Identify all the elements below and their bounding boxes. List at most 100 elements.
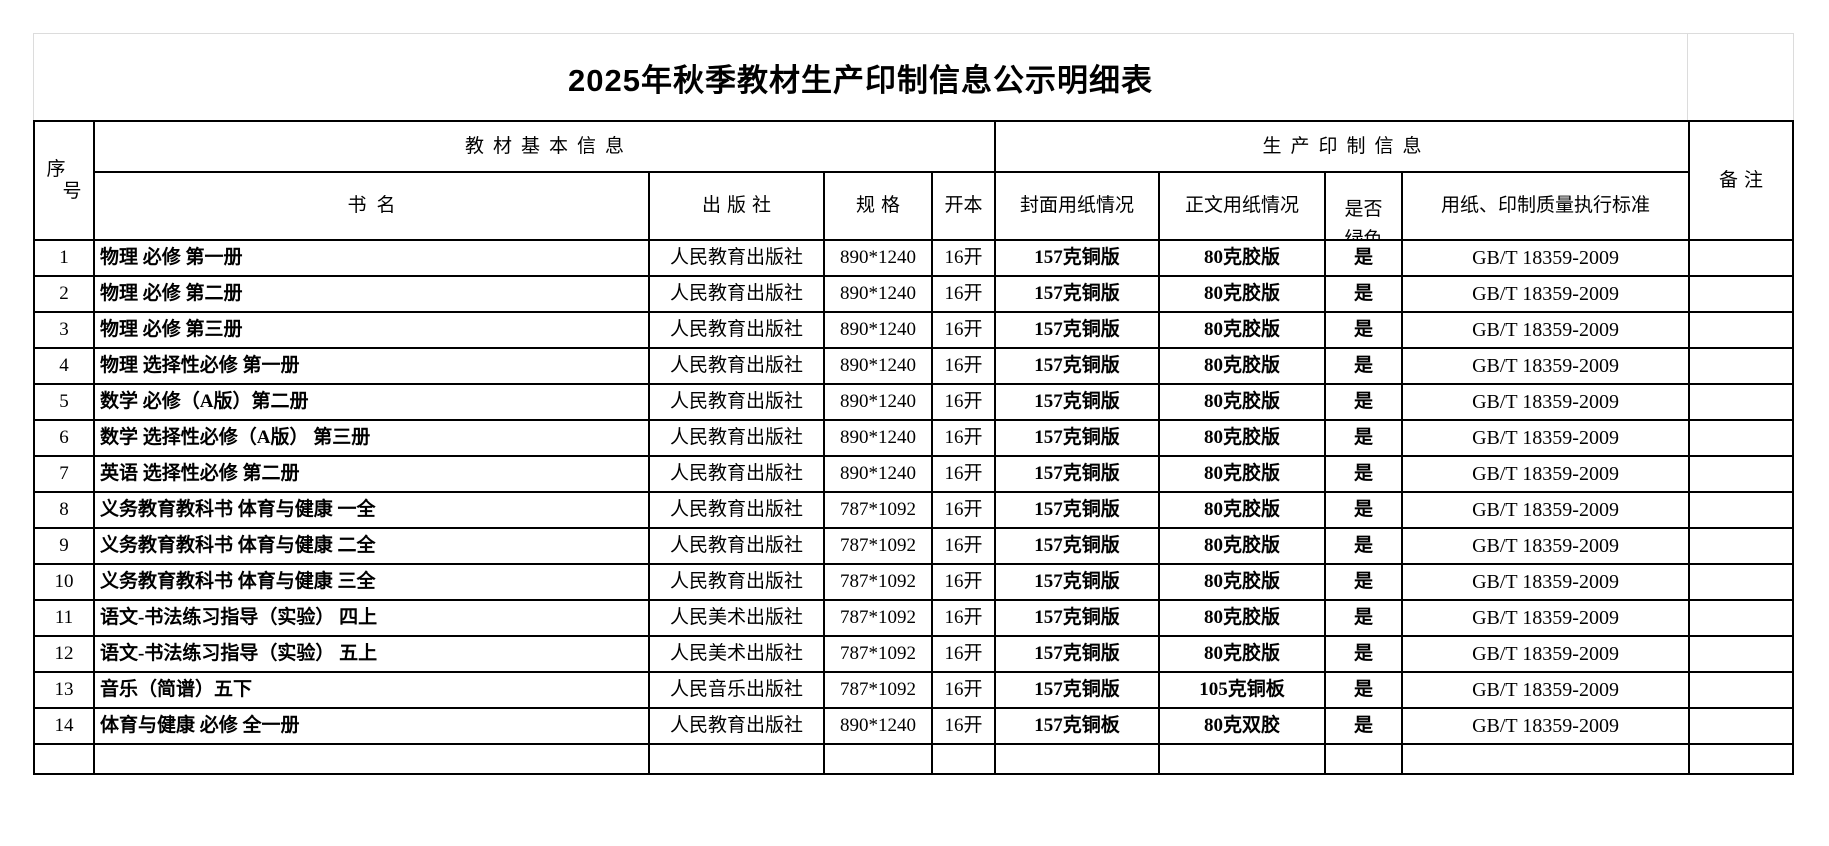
- cell-serial: 2: [33, 275, 95, 313]
- cell-spec: 787*1092: [823, 491, 933, 529]
- cell-format: 16开: [930, 707, 997, 745]
- cell-body-paper: 80克胶版: [1158, 563, 1327, 601]
- cell-format: 16开: [930, 419, 997, 457]
- cell-remark: [1688, 743, 1795, 775]
- cell-standard: GB/T 18359-2009: [1401, 527, 1691, 565]
- cell-standard: [1401, 743, 1691, 775]
- cell-standard: GB/T 18359-2009: [1401, 635, 1691, 673]
- cell-publisher: [648, 743, 825, 775]
- cell-remark: [1688, 599, 1795, 637]
- cell-remark: [1688, 707, 1795, 745]
- table-row: 6 数学 选择性必修（A版） 第三册 人民教育出版社 890*1240 16开 …: [33, 419, 1795, 457]
- cell-cover-paper: 157克铜版: [994, 563, 1161, 601]
- cell-standard: GB/T 18359-2009: [1401, 455, 1691, 493]
- cell-standard: GB/T 18359-2009: [1401, 347, 1691, 385]
- cell-publisher: 人民教育出版社: [648, 275, 825, 313]
- cell-cover-paper: 157克铜板: [994, 707, 1161, 745]
- cell-serial: 14: [33, 707, 95, 745]
- col-header-spec: 规格: [823, 171, 933, 241]
- cell-body-paper: 80克胶版: [1158, 347, 1327, 385]
- cell-body-paper: 80克双胶: [1158, 707, 1327, 745]
- cell-book-name: 物理 选择性必修 第一册: [93, 347, 650, 385]
- cell-spec: 890*1240: [823, 455, 933, 493]
- cell-remark: [1688, 347, 1795, 385]
- cell-standard: GB/T 18359-2009: [1401, 563, 1691, 601]
- cell-spec: 787*1092: [823, 563, 933, 601]
- cell-remark: [1688, 383, 1795, 421]
- table-row: 14 体育与健康 必修 全一册 人民教育出版社 890*1240 16开 157…: [33, 707, 1795, 745]
- table-row: 13 音乐（简谱）五下 人民音乐出版社 787*1092 16开 157克铜版 …: [33, 671, 1795, 709]
- cell-cover-paper: 157克铜版: [994, 527, 1161, 565]
- cell-publisher: 人民教育出版社: [648, 347, 825, 385]
- cell-standard: GB/T 18359-2009: [1401, 383, 1691, 421]
- col-header-publisher: 出版社: [648, 171, 825, 241]
- cell-remark: [1688, 671, 1795, 709]
- cell-body-paper: 80克胶版: [1158, 419, 1327, 457]
- cell-publisher: 人民教育出版社: [648, 707, 825, 745]
- cell-serial: 13: [33, 671, 95, 709]
- col-group-basic-info: 教材基本信息: [92, 120, 997, 173]
- cell-spec: 890*1240: [823, 347, 933, 385]
- cell-serial: 5: [33, 383, 95, 421]
- table-row: 4 物理 选择性必修 第一册 人民教育出版社 890*1240 16开 157克…: [33, 347, 1795, 385]
- cell-body-paper: 80克胶版: [1158, 527, 1327, 565]
- cell-spec: 890*1240: [823, 311, 933, 349]
- table-row: [33, 743, 1795, 775]
- cell-remark: [1688, 419, 1795, 457]
- cell-standard: GB/T 18359-2009: [1401, 491, 1691, 529]
- cell-green: 是: [1324, 527, 1404, 565]
- cell-book-name: 音乐（简谱）五下: [93, 671, 650, 709]
- cell-book-name: 数学 必修（A版）第二册: [93, 383, 650, 421]
- cell-spec: 890*1240: [823, 239, 933, 277]
- cell-green: 是: [1324, 419, 1404, 457]
- cell-spec: 787*1092: [823, 527, 933, 565]
- col-header-remark: 备注: [1688, 120, 1795, 241]
- cell-cover-paper: 157克铜版: [994, 311, 1161, 349]
- cell-format: 16开: [930, 635, 997, 673]
- cell-remark: [1688, 239, 1795, 277]
- table-row: 11 语文-书法练习指导（实验） 四上 人民美术出版社 787*1092 16开…: [33, 599, 1795, 637]
- title-row: 2025年秋季教材生产印制信息公示明细表: [33, 33, 1794, 120]
- col-group-print-info: 生产印制信息: [994, 120, 1691, 173]
- cell-book-name: 义务教育教科书 体育与健康 二全: [93, 527, 650, 565]
- cell-spec: 787*1092: [823, 635, 933, 673]
- cell-format: 16开: [930, 239, 997, 277]
- cell-publisher: 人民教育出版社: [648, 491, 825, 529]
- cell-book-name: 义务教育教科书 体育与健康 三全: [93, 563, 650, 601]
- cell-green: 是: [1324, 239, 1404, 277]
- cell-book-name: 物理 必修 第三册: [93, 311, 650, 349]
- cell-book-name: 物理 必修 第二册: [93, 275, 650, 313]
- col-header-cover-paper: 封面用纸情况: [994, 171, 1161, 241]
- table-row: 7 英语 选择性必修 第二册 人民教育出版社 890*1240 16开 157克…: [33, 455, 1795, 493]
- cell-cover-paper: 157克铜版: [994, 419, 1161, 457]
- cell-standard: GB/T 18359-2009: [1401, 275, 1691, 313]
- cell-green: 是: [1324, 563, 1404, 601]
- cell-cover-paper: 157克铜版: [994, 455, 1161, 493]
- cell-format: 16开: [930, 563, 997, 601]
- table-row: 9 义务教育教科书 体育与健康 二全 人民教育出版社 787*1092 16开 …: [33, 527, 1795, 565]
- cell-spec: 787*1092: [823, 599, 933, 637]
- col-header-format: 开本: [930, 171, 997, 241]
- cell-publisher: 人民音乐出版社: [648, 671, 825, 709]
- cell-format: 16开: [930, 275, 997, 313]
- cell-standard: GB/T 18359-2009: [1401, 599, 1691, 637]
- cell-green: [1324, 743, 1404, 775]
- cell-standard: GB/T 18359-2009: [1401, 707, 1691, 745]
- title-spacer-cell: [1687, 34, 1793, 120]
- cell-green: 是: [1324, 491, 1404, 529]
- cell-cover-paper: 157克铜版: [994, 347, 1161, 385]
- cell-book-name: 数学 选择性必修（A版） 第三册: [93, 419, 650, 457]
- cell-serial: 1: [33, 239, 95, 277]
- cell-cover-paper: 157克铜版: [994, 239, 1161, 277]
- cell-format: 16开: [930, 527, 997, 565]
- cell-body-paper: [1158, 743, 1327, 775]
- cell-green: 是: [1324, 347, 1404, 385]
- cell-serial: 8: [33, 491, 95, 529]
- cell-body-paper: 105克铜板: [1158, 671, 1327, 709]
- col-header-body-paper: 正文用纸情况: [1158, 171, 1327, 241]
- table-row: 2 物理 必修 第二册 人民教育出版社 890*1240 16开 157克铜版 …: [33, 275, 1795, 313]
- cell-spec: 787*1092: [823, 671, 933, 709]
- cell-remark: [1688, 563, 1795, 601]
- cell-standard: GB/T 18359-2009: [1401, 671, 1691, 709]
- cell-book-name: 语文-书法练习指导（实验） 四上: [93, 599, 650, 637]
